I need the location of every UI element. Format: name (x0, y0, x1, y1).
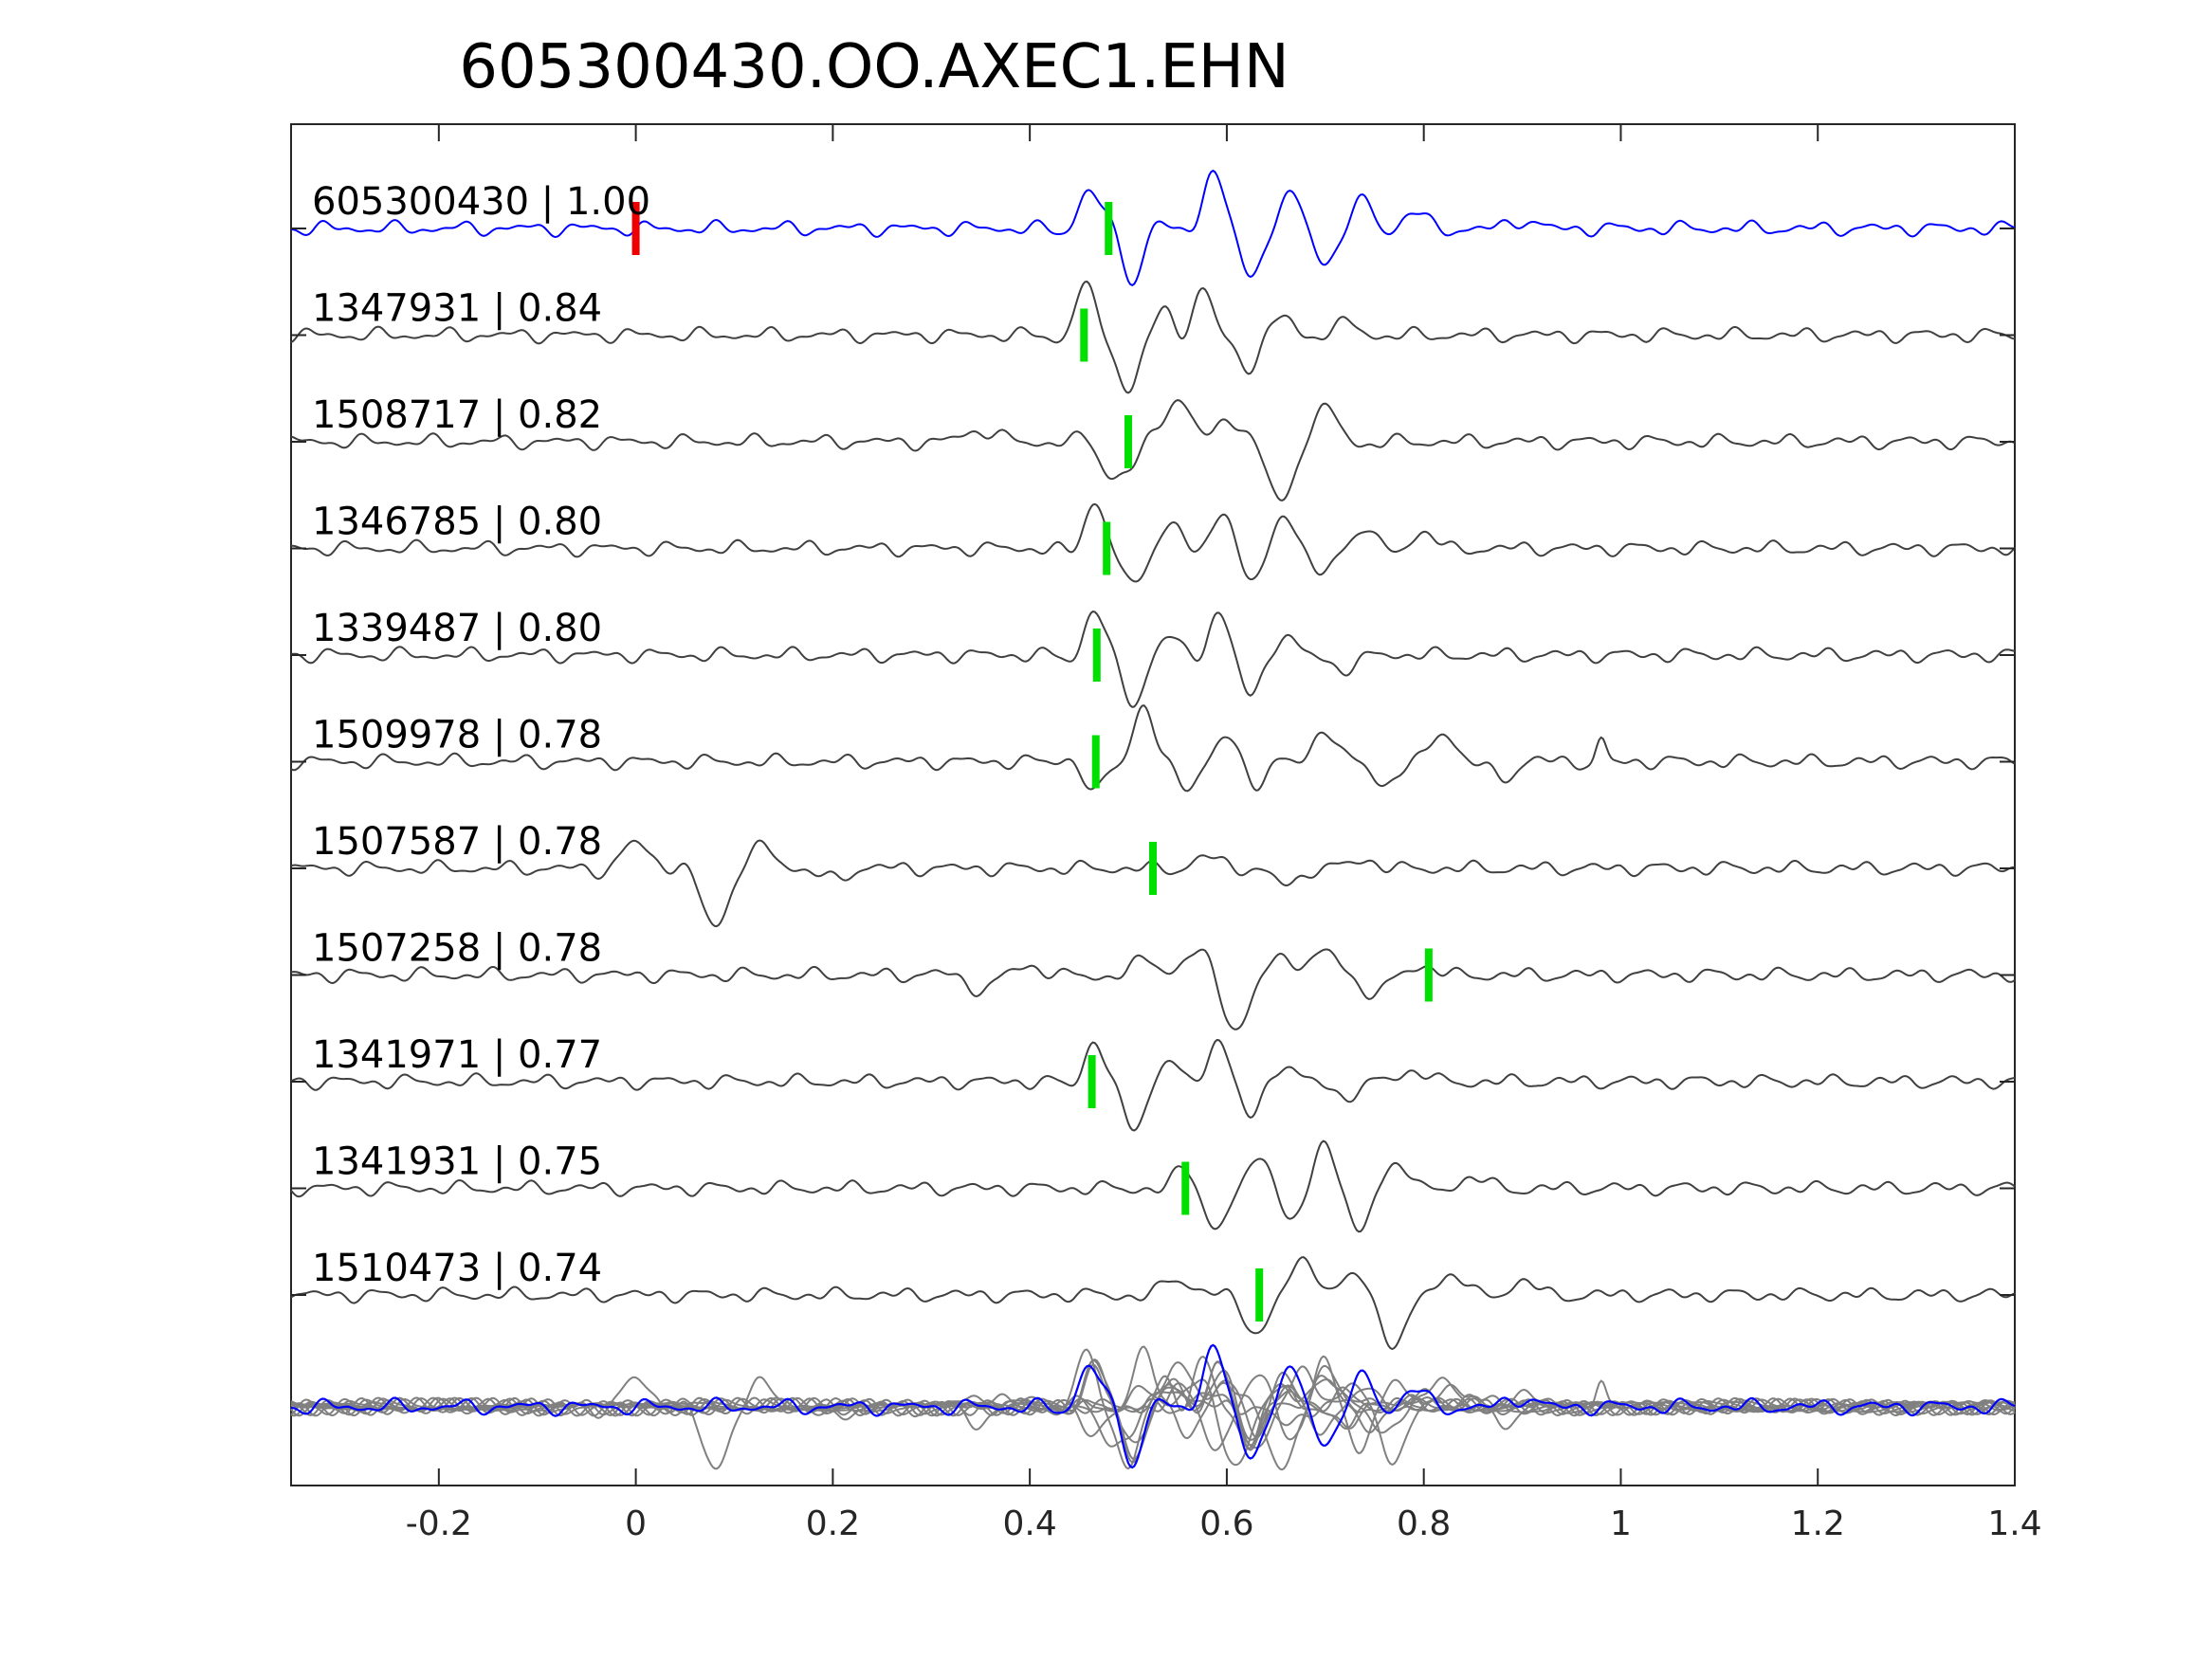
x-tick-label: -0.2 (406, 1504, 472, 1543)
trace-label-1507258: 1507258 | 0.78 (312, 927, 602, 971)
trace-1508717 (290, 399, 2016, 501)
trace-1509978 (290, 704, 2016, 793)
x-tick-label: 0.6 (1199, 1504, 1253, 1543)
trace-label-1339487: 1339487 | 0.80 (312, 607, 602, 650)
x-tick-label: 0.2 (806, 1504, 860, 1543)
x-tick-label: 1.4 (1987, 1504, 2041, 1543)
trace-1510473 (290, 1256, 2016, 1351)
trace-1339487 (290, 611, 2016, 708)
trace-label-1341931: 1341931 | 0.75 (312, 1140, 602, 1184)
trace-1341931 (290, 1139, 2016, 1233)
trace-label-1508717: 1508717 | 0.82 (312, 393, 602, 437)
trace-605300430 (290, 169, 2016, 287)
traces-layer (290, 169, 2016, 1351)
trace-label-1341971: 1341971 | 0.77 (312, 1033, 602, 1077)
stacked-traces (290, 1343, 2016, 1471)
stack-trace-605300430 (290, 1343, 2016, 1469)
x-tick-label: 1.2 (1791, 1504, 1845, 1543)
trace-labels: 605300430 | 1.00 1347931 | 0.84 1508717 | … (312, 180, 650, 1290)
trace-label-1347931: 1347931 | 0.84 (312, 287, 602, 331)
stack-trace-1507587 (290, 1376, 2016, 1470)
x-axis-ticks: -0.2 0 0.2 0.4 0.6 0.8 1 1.2 1.4 (291, 124, 2042, 1543)
trace-label-1509978: 1509978 | 0.78 (312, 714, 602, 757)
trace-1341971 (290, 1038, 2016, 1132)
trace-label-605300430: 605300430 | 1.00 (312, 180, 650, 224)
trace-label-1507587: 1507587 | 0.78 (312, 820, 602, 864)
trace-1346785 (291, 502, 2016, 583)
trace-label-1346785: 1346785 | 0.80 (312, 501, 602, 544)
x-tick-label: 0.4 (1003, 1504, 1057, 1543)
x-tick-label: 1 (1610, 1504, 1632, 1543)
trace-1507258 (290, 948, 2016, 1030)
trace-label-1510473: 1510473 | 0.74 (312, 1247, 602, 1290)
picks-layer (631, 202, 1433, 1322)
stack-trace-1507258 (290, 1378, 2016, 1467)
chart-title: 605300430.OO.AXEC1.EHN (459, 32, 1289, 102)
trace-1347931 (290, 280, 2016, 394)
stack-trace-1509978 (290, 1345, 2016, 1440)
x-tick-label: 0.8 (1397, 1504, 1451, 1543)
plot-frame (290, 123, 2016, 1486)
x-tick-label: 0 (625, 1504, 647, 1543)
